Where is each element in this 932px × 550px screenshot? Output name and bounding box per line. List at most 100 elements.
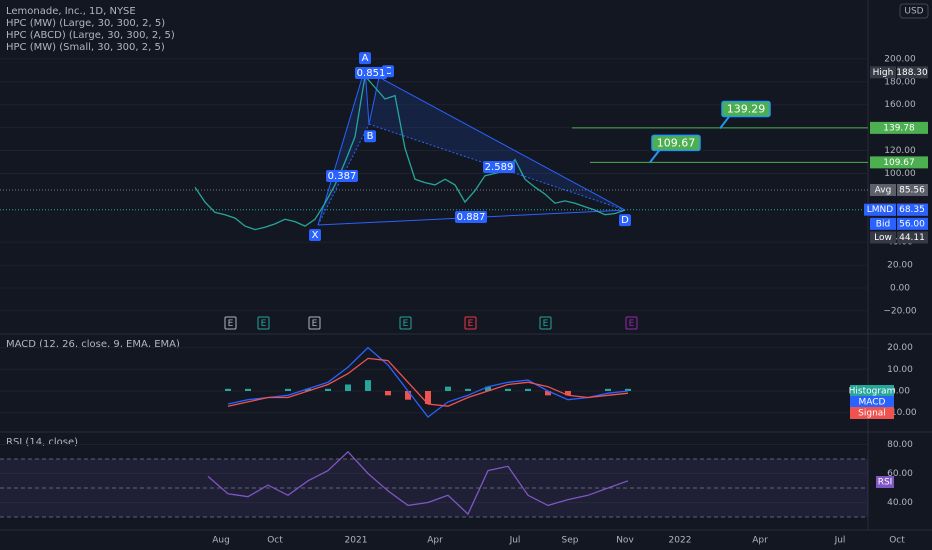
pattern-line: [317, 67, 366, 226]
rsi-legend-bg: [876, 476, 894, 488]
macd-histogram-bar: [285, 388, 291, 391]
y-tick-label: 0.00: [890, 284, 910, 294]
pattern-point-label: A: [362, 53, 369, 64]
earnings-label[interactable]: E: [312, 319, 318, 329]
macd-histogram-bar: [505, 388, 511, 391]
macd-histogram-bar: [425, 391, 431, 405]
level-name: Bid: [876, 219, 890, 229]
macd-histogram-bar: [625, 388, 631, 391]
pattern-fill: [369, 77, 625, 211]
x-tick-label: Jul: [509, 536, 521, 546]
y-tick-label: 10.00: [887, 365, 913, 375]
x-tick-label: 2022: [669, 536, 692, 546]
macd-histogram-bar: [525, 388, 531, 391]
target-label: 139.78: [883, 123, 915, 133]
x-tick-label: 2021: [345, 536, 368, 546]
earnings-marker[interactable]: [539, 316, 552, 330]
earnings-marker[interactable]: [464, 316, 477, 330]
macd-legend-label: MACD: [859, 398, 886, 408]
macd-histogram-bar: [245, 388, 251, 391]
target-label-bg: [870, 156, 928, 169]
earnings-marker[interactable]: [308, 316, 321, 330]
level-value-bg: [897, 231, 928, 244]
earnings-label[interactable]: E: [228, 319, 234, 329]
macd-histogram-bar: [405, 391, 411, 400]
level-value-bg: [897, 66, 928, 79]
callout-pointer: [719, 114, 731, 130]
currency-button[interactable]: [899, 3, 929, 19]
earnings-label[interactable]: E: [629, 319, 635, 329]
ratio-label: 0.887: [457, 212, 486, 223]
earnings-label[interactable]: E: [468, 319, 474, 329]
price-line: [194, 74, 626, 231]
macd-legend-label: Histogram: [849, 387, 896, 397]
earnings-marker[interactable]: [224, 316, 237, 330]
callout-pointer: [649, 148, 661, 163]
earnings-marker[interactable]: [257, 316, 270, 330]
indicator-title[interactable]: HPC (MW) (Large, 30, 300, 2, 5): [6, 18, 165, 29]
pattern-point-label: C: [385, 66, 392, 77]
y-tick-label: 120.00: [884, 146, 916, 156]
level-value: 188.30: [896, 68, 928, 78]
level-value: 85.56: [899, 185, 925, 195]
earnings-marker[interactable]: [399, 316, 412, 330]
level-value-bg: [897, 203, 928, 216]
pattern-point-bg: [619, 214, 631, 227]
y-tick-label: 20.00: [887, 261, 913, 271]
indicator-title[interactable]: HPC (MW) (Small, 30, 300, 2, 5): [6, 42, 165, 53]
callout-label: 109.67: [657, 136, 696, 149]
level-name-bg: [870, 231, 896, 244]
earnings-marker[interactable]: [625, 316, 638, 330]
pattern-point-bg: [359, 52, 371, 65]
rsi-legend-label: RSI: [878, 478, 893, 488]
y-tick-label: 20.00: [887, 343, 913, 353]
pattern-point-label: B: [367, 131, 374, 142]
ratio-bg: [455, 211, 487, 223]
level-name: Avg: [875, 185, 892, 195]
ratio-label: 0.851: [357, 68, 386, 79]
macd-histogram-bar: [485, 386, 491, 391]
pattern-point-label: X: [312, 230, 319, 241]
rsi-title[interactable]: RSI (14, close): [6, 437, 78, 448]
level-value-bg: [897, 217, 928, 230]
macd-title[interactable]: MACD (12, 26, close, 9, EMA, EMA): [6, 339, 180, 350]
x-tick-label: Nov: [616, 536, 634, 546]
macd-histogram-bar: [385, 391, 391, 396]
y-tick-label: 180.00: [884, 77, 916, 87]
pattern-line: [378, 76, 626, 211]
level-value-bg: [897, 183, 928, 196]
callout-box: [651, 134, 701, 152]
level-name-bg: [870, 66, 896, 79]
x-tick-label: Aug: [212, 536, 230, 546]
macd-histogram-bar: [605, 388, 611, 391]
level-name-bg: [864, 203, 896, 216]
level-value: 68.35: [899, 205, 925, 215]
macd-histogram-bar: [465, 388, 471, 391]
y-tick-label: 60.00: [887, 469, 913, 479]
x-tick-label: Apr: [752, 536, 768, 546]
y-tick-label: 100.00: [884, 169, 916, 179]
earnings-label[interactable]: E: [261, 319, 267, 329]
y-tick-label: 200.00: [884, 54, 916, 64]
symbol-title: Lemonade, Inc., 1D, NYSE: [6, 6, 136, 17]
macd-line: [227, 346, 629, 418]
level-value: 44.11: [899, 233, 925, 243]
macd-legend-label: Signal: [858, 409, 886, 419]
pattern-fill: [318, 68, 369, 225]
target-label-bg: [870, 121, 928, 134]
currency-label[interactable]: USD: [904, 7, 923, 17]
indicator-title[interactable]: HPC (ABCD) (Large, 30, 300, 2, 5): [6, 30, 175, 41]
earnings-label[interactable]: E: [403, 319, 409, 329]
ratio-label: 2.589: [485, 162, 514, 173]
pattern-line: [368, 123, 626, 211]
macd-legend-bg: [850, 396, 894, 408]
ratio-bg: [355, 67, 387, 79]
level-value: 56.00: [899, 219, 925, 229]
y-tick-label: −20.00: [883, 306, 917, 316]
pattern-line: [368, 77, 380, 125]
earnings-label[interactable]: E: [543, 319, 549, 329]
target-label: 109.67: [883, 158, 915, 168]
